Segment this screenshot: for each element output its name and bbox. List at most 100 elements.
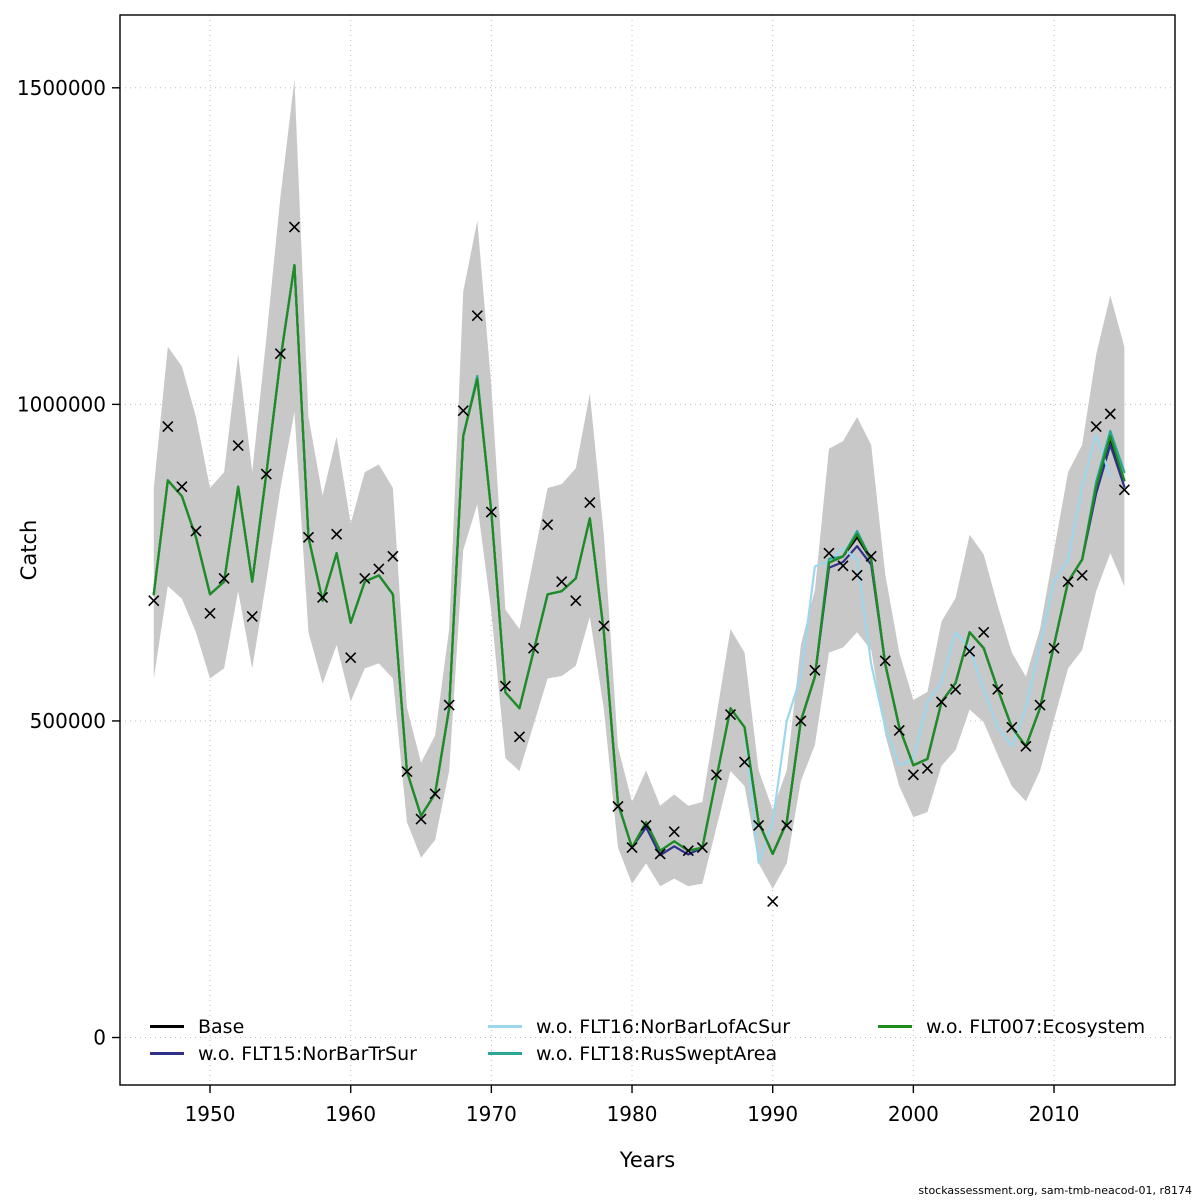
observed-marker <box>218 572 230 585</box>
observed-marker <box>176 481 188 493</box>
legend-line-swatch <box>488 1052 522 1055</box>
legend-item: Base <box>150 1016 488 1038</box>
observed-marker <box>935 696 948 708</box>
observed-marker <box>513 731 526 743</box>
legend-item: w.o. FLT007:Ecosystem <box>878 1016 1145 1038</box>
legend-label: w.o. FLT16:NorBarLofAcSur <box>536 1015 791 1038</box>
observed-marker <box>598 620 610 632</box>
observed-marker <box>1006 721 1018 733</box>
observed-marker <box>260 468 272 480</box>
observed-marker <box>738 756 751 768</box>
observed-marker <box>584 496 596 509</box>
x-tick-label: 1980 <box>607 1102 658 1126</box>
observed-marker <box>1020 740 1032 752</box>
legend-line-swatch <box>150 1025 184 1028</box>
observed-marker <box>921 762 933 774</box>
x-axis-title: Years <box>619 1148 675 1172</box>
observed-marker <box>668 826 680 838</box>
observed-marker <box>316 591 329 604</box>
observed-marker <box>570 595 582 607</box>
observed-marker <box>1076 569 1088 581</box>
y-tick-label: 1500000 <box>17 76 106 100</box>
observed-marker <box>1048 642 1060 654</box>
observed-marker <box>148 595 160 607</box>
observed-marker <box>499 680 511 692</box>
observed-marker <box>359 572 371 585</box>
x-tick-label: 2010 <box>1029 1102 1080 1126</box>
observed-marker <box>542 519 554 531</box>
observed-marker <box>373 563 385 575</box>
observed-marker <box>612 800 624 812</box>
footer-credit: stockassessment.org, sam-tmb-neacod-01, … <box>918 1184 1192 1197</box>
x-tick-label: 1970 <box>466 1102 517 1126</box>
observed-marker <box>246 610 258 623</box>
observed-marker <box>274 348 286 360</box>
y-tick-label: 0 <box>93 1026 106 1050</box>
observed-marker <box>978 626 990 638</box>
observed-marker <box>204 607 216 619</box>
observed-marker <box>879 655 891 667</box>
observed-marker <box>401 766 413 778</box>
observed-marker <box>1062 576 1074 588</box>
observed-marker <box>471 310 483 322</box>
observed-marker <box>767 895 779 907</box>
y-tick-label: 500000 <box>30 709 106 733</box>
observed-marker <box>415 813 427 825</box>
observed-marker <box>809 664 821 676</box>
observed-marker <box>387 550 399 562</box>
observed-marker <box>654 848 666 860</box>
observed-marker <box>302 531 315 543</box>
observed-marker <box>823 547 835 559</box>
observed-marker <box>949 683 962 695</box>
observed-marker <box>1034 699 1046 711</box>
observed-marker <box>232 439 244 452</box>
legend-label: Base <box>198 1015 245 1038</box>
observed-marker <box>1104 408 1116 420</box>
x-tick-label: 1960 <box>325 1102 376 1126</box>
observed-marker <box>640 819 652 831</box>
observed-marker <box>162 420 174 433</box>
legend-item: w.o. FLT15:NorBarTrSur <box>150 1043 488 1065</box>
legend-line-swatch <box>878 1025 912 1028</box>
observed-marker <box>190 525 202 537</box>
observed-marker <box>1118 484 1130 496</box>
x-tick-label: 1990 <box>747 1102 798 1126</box>
observed-marker <box>781 819 793 831</box>
legend: Base w.o. FLT15:NorBarTrSur w.o. FLT16:Nor… <box>150 1013 1145 1067</box>
x-tick-label: 1950 <box>185 1102 236 1126</box>
observed-marker <box>331 528 343 540</box>
x-tick-label: 2000 <box>888 1102 939 1126</box>
legend-label: w.o. FLT007:Ecosystem <box>926 1015 1146 1038</box>
observed-marker <box>710 769 722 781</box>
observed-marker <box>527 642 540 654</box>
observed-marker <box>851 569 863 581</box>
y-axis-title: Catch <box>17 520 41 581</box>
observed-marker <box>795 715 807 727</box>
observed-marker <box>724 709 737 721</box>
observed-marker <box>753 819 765 831</box>
y-tick-label: 1000000 <box>17 392 106 416</box>
observed-marker <box>992 683 1004 695</box>
legend-label: w.o. FLT15:NorBarTrSur <box>198 1042 417 1065</box>
observed-marker <box>893 724 905 737</box>
observed-marker <box>1090 420 1102 433</box>
observed-marker <box>345 652 357 664</box>
legend-line-swatch <box>150 1052 184 1055</box>
observed-marker <box>964 645 976 657</box>
observed-marker <box>457 405 469 417</box>
observed-marker <box>907 769 919 781</box>
series-line <box>152 263 1126 856</box>
observed-marker <box>682 845 694 857</box>
observed-marker <box>485 506 497 518</box>
observed-marker <box>696 842 708 854</box>
confidence-band <box>153 79 1125 889</box>
observed-marker <box>556 576 568 588</box>
legend-item: w.o. FLT18:RusSweptArea <box>488 1043 878 1065</box>
legend-label: w.o. FLT18:RusSweptArea <box>536 1042 778 1065</box>
observed-marker <box>626 842 638 854</box>
observed-marker <box>837 560 849 572</box>
observed-marker <box>288 221 300 233</box>
plot-border <box>119 14 1176 1086</box>
